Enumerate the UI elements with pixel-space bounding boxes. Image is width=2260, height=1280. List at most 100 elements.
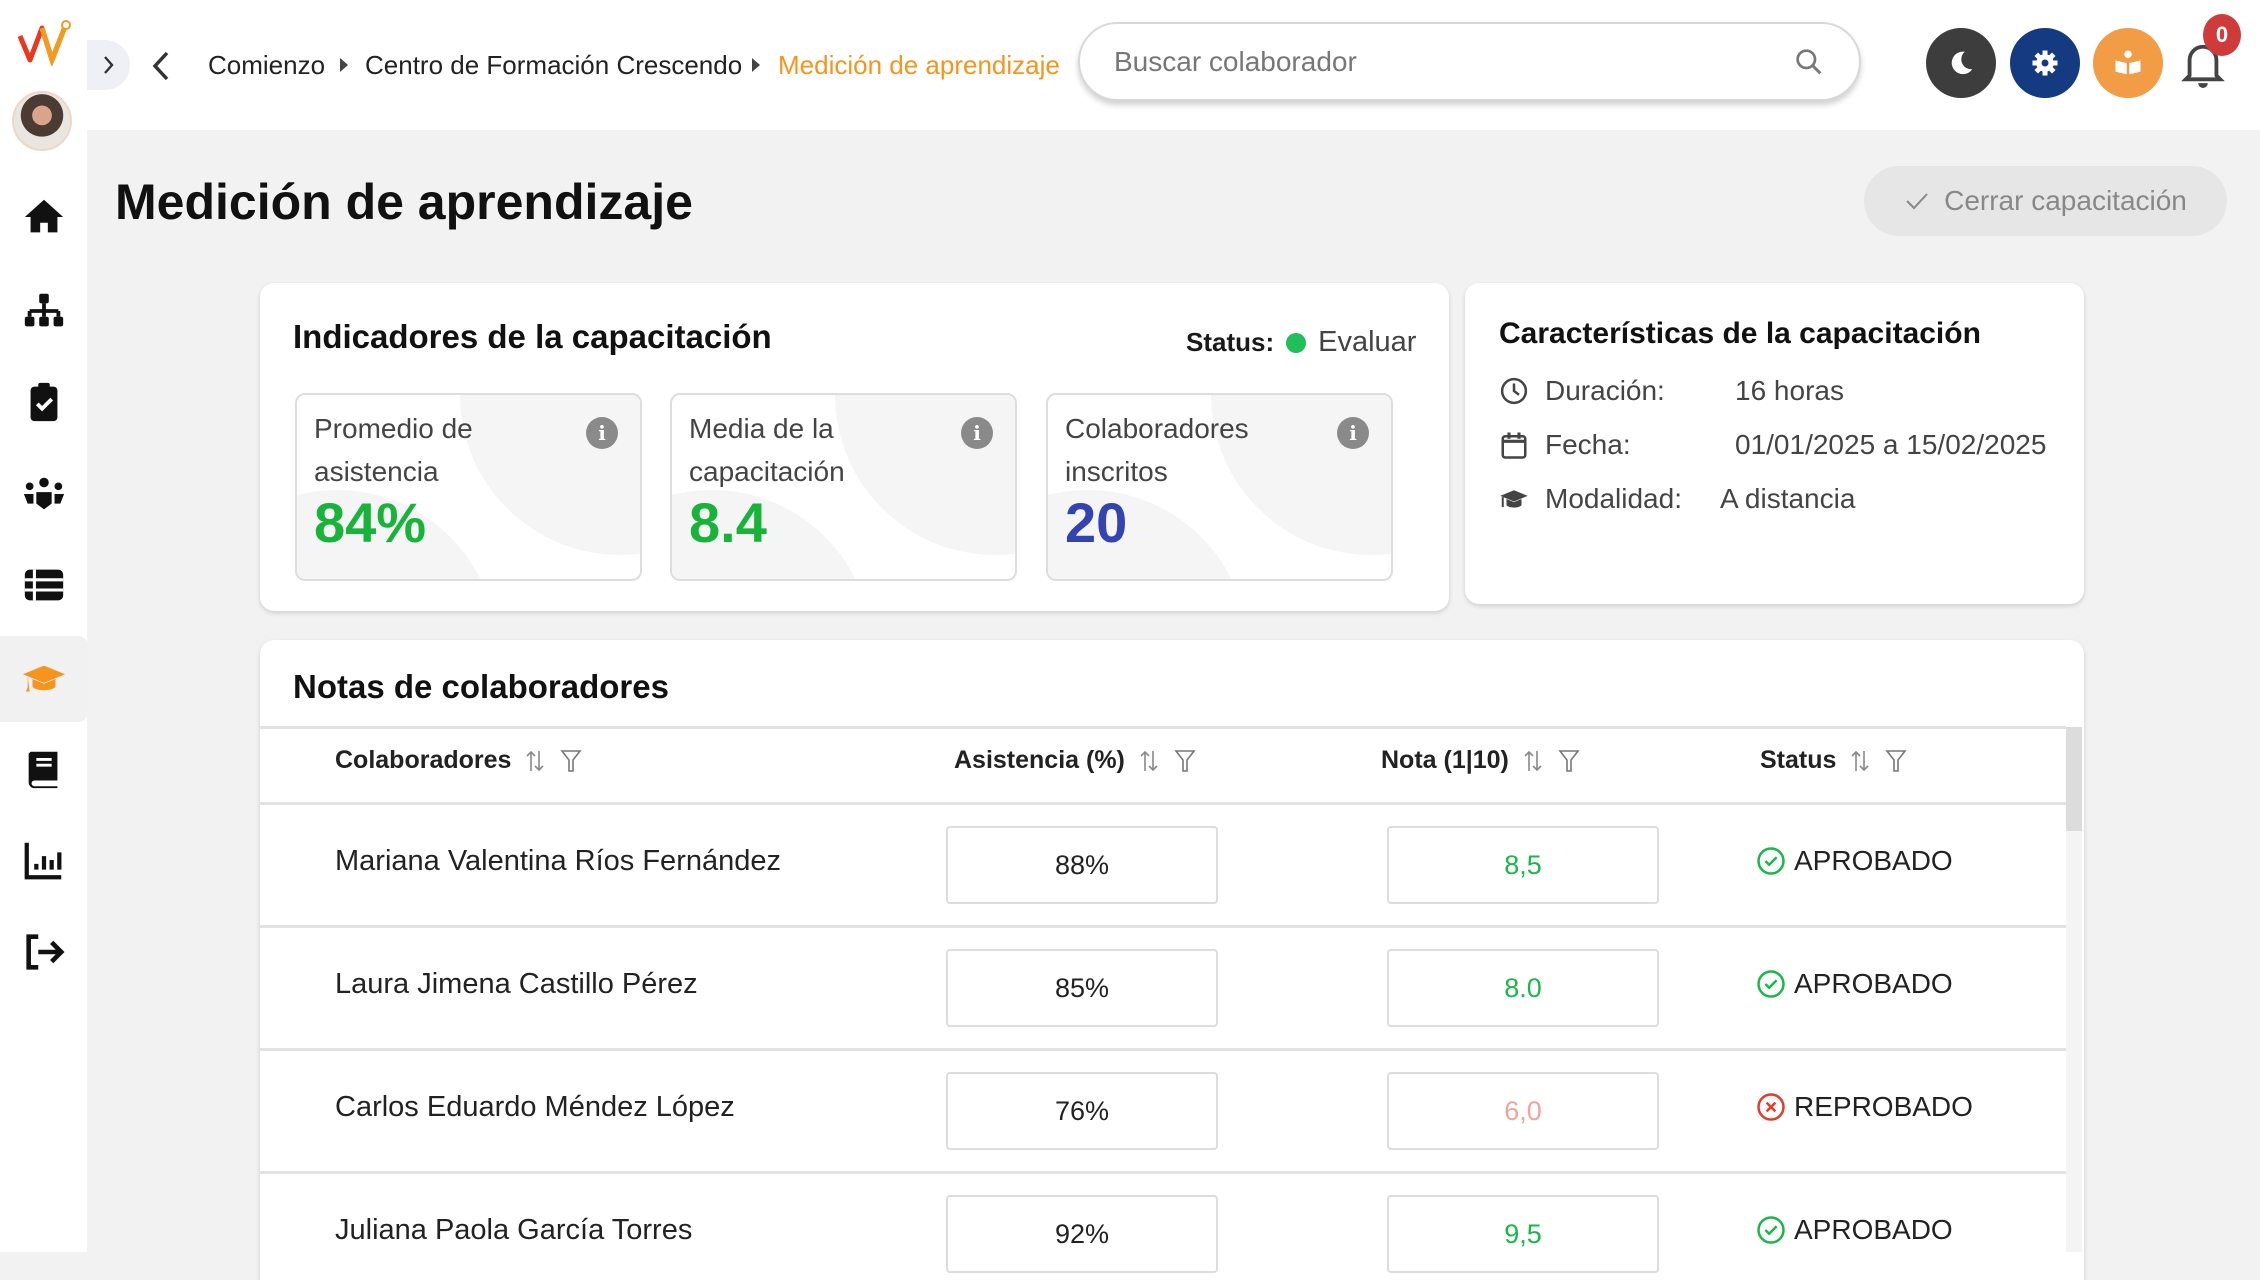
column-header-status[interactable]: Status: [1760, 746, 1908, 775]
people-group-icon: [23, 477, 64, 510]
divider: [260, 1171, 2066, 1174]
info-icon[interactable]: i: [961, 417, 993, 449]
status-text: REPROBADO: [1794, 1091, 1973, 1122]
sidebar-item-teams[interactable]: [0, 454, 87, 534]
search-placeholder: Buscar colaborador: [1114, 45, 1357, 77]
status-dot-icon: [1286, 332, 1307, 353]
breadcrumb-item-home[interactable]: Comienzo: [208, 50, 326, 80]
status-badge: APROBADO: [1756, 845, 1953, 877]
grade-input[interactable]: 8,5: [1387, 826, 1659, 904]
sort-icon[interactable]: [523, 748, 547, 774]
grade-input[interactable]: 8.0: [1387, 949, 1659, 1027]
feature-value: 16 horas: [1735, 375, 1844, 406]
filter-icon[interactable]: [559, 748, 583, 774]
feature-modality: Modalidad: A distancia: [1499, 483, 1855, 515]
collaborator-name: Laura Jimena Castillo Pérez: [335, 968, 698, 1000]
learning-button[interactable]: [2093, 28, 2163, 98]
filter-icon[interactable]: [1884, 748, 1908, 774]
metric-value: 84%: [314, 491, 427, 554]
sidebar-item-training[interactable]: [0, 636, 87, 722]
sidebar-item-list[interactable]: [0, 545, 87, 625]
column-label: Colaboradores: [335, 746, 512, 774]
dark-mode-button[interactable]: [1926, 28, 1996, 98]
metric-attendance-average: Promedio de asistencia i 84%: [295, 393, 642, 581]
filter-icon[interactable]: [1173, 748, 1197, 774]
status-text: APROBADO: [1794, 845, 1953, 876]
grade-input[interactable]: 9,5: [1387, 1195, 1659, 1273]
features-title: Características de la capacitación: [1499, 317, 1981, 350]
close-training-button[interactable]: Cerrar capacitación: [1864, 166, 2227, 236]
divider: [260, 726, 2066, 729]
attendance-input[interactable]: 92%: [946, 1195, 1218, 1273]
column-label: Nota (1|10): [1381, 746, 1509, 774]
attendance-input[interactable]: 76%: [946, 1072, 1218, 1150]
scrollbar-thumb[interactable]: [2066, 727, 2082, 831]
check-circle-icon: [1757, 1216, 1785, 1244]
metric-training-mean: Media de la capacitación i 8.4: [670, 393, 1017, 581]
sort-icon[interactable]: [1848, 748, 1872, 774]
sidebar-item-home[interactable]: [0, 177, 87, 257]
status-text: APROBADO: [1794, 1214, 1953, 1245]
expand-sidebar-button[interactable]: [87, 40, 130, 90]
scrollbar-track[interactable]: [2066, 727, 2082, 1252]
info-icon[interactable]: i: [1337, 417, 1369, 449]
collaborator-name: Juliana Paola García Torres: [335, 1214, 693, 1246]
status-badge: APROBADO: [1756, 968, 1953, 1000]
column-header-grade[interactable]: Nota (1|10): [1381, 746, 1581, 775]
column-label: Status: [1760, 746, 1837, 774]
metric-label: Media de la capacitación: [689, 413, 845, 487]
divider: [260, 1048, 2066, 1051]
moon-icon: [1951, 51, 1973, 75]
grades-title: Notas de colaboradores: [293, 668, 669, 705]
divider: [260, 925, 2066, 928]
breadcrumb-separator-icon: [752, 58, 760, 72]
page-title: Medición de aprendizaje: [115, 174, 693, 230]
attendance-input[interactable]: 85%: [946, 949, 1218, 1027]
metric-value: 20: [1065, 491, 1128, 554]
check-circle-icon: [1757, 970, 1785, 998]
clipboard-check-icon: [30, 382, 57, 422]
check-icon: [1906, 193, 1928, 210]
feature-label: Fecha:: [1545, 429, 1631, 460]
avatar[interactable]: [12, 91, 72, 151]
home-icon: [24, 199, 63, 233]
sort-icon[interactable]: [1521, 748, 1545, 774]
search-icon[interactable]: [1793, 46, 1825, 78]
search-input[interactable]: Buscar colaborador: [1078, 22, 1861, 101]
feature-label: Modalidad:: [1545, 483, 1682, 514]
metric-label: Colaboradores inscritos: [1065, 413, 1249, 487]
status-value: Evaluar: [1318, 326, 1417, 358]
info-icon[interactable]: i: [586, 417, 618, 449]
metric-enrolled: Colaboradores inscritos i 20: [1046, 393, 1393, 581]
metric-value: 8.4: [689, 491, 767, 554]
list-icon: [24, 569, 63, 601]
breadcrumb-item-center[interactable]: Centro de Formación Crescendo: [365, 50, 743, 80]
column-header-attendance[interactable]: Asistencia (%): [954, 746, 1197, 775]
x-circle-icon: [1757, 1093, 1785, 1121]
column-header-collaborators[interactable]: Colaboradores: [335, 746, 583, 775]
status-text: APROBADO: [1794, 968, 1953, 999]
divider: [260, 802, 2066, 805]
reading-book-icon: [2115, 50, 2141, 75]
settings-button[interactable]: [2010, 28, 2080, 98]
sidebar-item-organization[interactable]: [0, 271, 87, 351]
org-chart-icon: [24, 293, 63, 327]
collaborator-name: Mariana Valentina Ríos Fernández: [335, 845, 781, 877]
attendance-input[interactable]: 88%: [946, 826, 1218, 904]
sidebar-item-tasks[interactable]: [0, 362, 87, 442]
sidebar-item-library[interactable]: [0, 729, 87, 809]
status-badge: APROBADO: [1756, 1214, 1953, 1246]
feature-duration: Duración: 16 horas: [1499, 375, 1844, 407]
sort-icon[interactable]: [1137, 748, 1161, 774]
feature-value: A distancia: [1720, 483, 1856, 514]
calendar-icon: [1501, 432, 1527, 459]
sidebar-item-reports[interactable]: [0, 820, 87, 900]
close-training-label: Cerrar capacitación: [1944, 185, 2187, 216]
back-chevron-icon[interactable]: [150, 50, 172, 82]
collaborator-name: Carlos Eduardo Méndez López: [335, 1091, 735, 1123]
sidebar: [0, 0, 87, 1252]
grade-input[interactable]: 6,0: [1387, 1072, 1659, 1150]
metric-label: Promedio de asistencia: [314, 413, 473, 487]
sidebar-item-logout[interactable]: [0, 912, 87, 992]
filter-icon[interactable]: [1557, 748, 1581, 774]
